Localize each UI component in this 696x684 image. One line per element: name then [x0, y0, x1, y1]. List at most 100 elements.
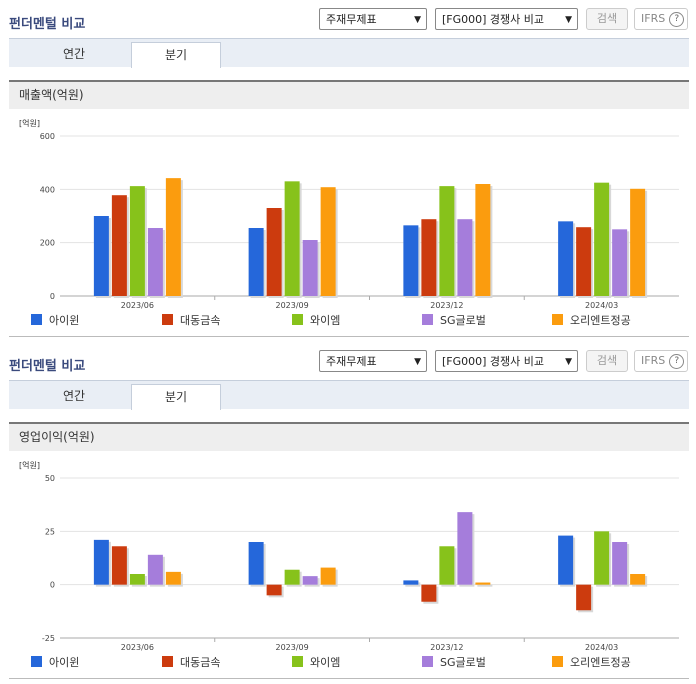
bar: [439, 186, 455, 296]
period-tabs: 연간 분기: [9, 38, 689, 68]
legend-label: 오리엔트정공: [570, 656, 631, 669]
bar: [266, 208, 282, 296]
bar: [612, 229, 628, 296]
bar: [111, 546, 127, 585]
legend-label: 와이엠: [310, 314, 340, 327]
x-tick-label: 2023/12: [430, 301, 463, 310]
compare-select[interactable]: [FG000] 경쟁사 비교 ▼: [435, 8, 578, 30]
bar: [147, 554, 163, 585]
legend-swatch: [292, 314, 303, 325]
y-tick-label: -25: [42, 634, 55, 643]
legend-label: 아이윈: [49, 313, 79, 327]
fundamental-block-1: 펀더멘털 비교 주재무제표 ▼ [FG000] 경쟁사 비교 ▼ 검색 IFRS? …: [0, 0, 696, 337]
unit-label: [억원]: [19, 118, 40, 128]
bar: [558, 535, 574, 585]
bar: [576, 227, 592, 296]
section-header: 펀더멘털 비교 주재무제표 ▼ [FG000] 경쟁사 비교 ▼ 검색 IFRS?: [0, 342, 696, 380]
bar: [439, 546, 455, 585]
bar: [421, 219, 437, 296]
bar: [248, 542, 264, 585]
legend-label: 대동금속: [180, 656, 220, 669]
legend-label: 아이윈: [49, 655, 79, 669]
bar: [421, 584, 437, 602]
legend-label: SG글로벌: [440, 314, 486, 327]
legend-swatch: [162, 314, 173, 325]
x-tick-label: 2023/09: [276, 301, 309, 310]
bar: [165, 178, 181, 296]
compare-select[interactable]: [FG000] 경쟁사 비교 ▼: [435, 350, 578, 372]
chevron-down-icon: ▼: [414, 357, 421, 367]
statement-select-value: 주재무제표: [326, 355, 377, 368]
bar: [266, 584, 282, 596]
statement-select[interactable]: 주재무제표 ▼: [319, 350, 427, 372]
statement-select[interactable]: 주재무제표 ▼: [319, 8, 427, 30]
section-title: 펀더멘털 비교: [9, 359, 86, 374]
bar: [284, 569, 300, 585]
x-tick-label: 2023/06: [121, 301, 154, 310]
section-title: 펀더멘털 비교: [9, 17, 86, 32]
ifrs-help-button[interactable]: IFRS?: [634, 8, 688, 30]
help-icon: ?: [669, 11, 685, 27]
legend-swatch: [422, 656, 433, 667]
bar: [457, 219, 473, 296]
y-tick-label: 25: [45, 527, 55, 536]
legend-swatch: [422, 314, 433, 325]
y-tick-label: 0: [50, 581, 55, 590]
bar: [630, 188, 646, 296]
x-tick-label: 2023/12: [430, 643, 463, 652]
divider: [9, 678, 689, 679]
bar: [129, 186, 145, 296]
bar: [457, 512, 473, 585]
tab-quarterly[interactable]: 분기: [131, 384, 221, 410]
legend-swatch: [31, 314, 42, 325]
bar: [302, 240, 318, 296]
legend-label: 오리엔트정공: [570, 314, 631, 327]
bar: [558, 221, 574, 296]
chart-section-title: 매출액(억원): [9, 80, 689, 109]
ifrs-label: IFRS: [641, 12, 666, 25]
statement-select-value: 주재무제표: [326, 13, 377, 26]
bar: [111, 195, 127, 296]
bar: [248, 228, 264, 296]
legend-swatch: [292, 656, 303, 667]
period-tabs: 연간 분기: [9, 380, 689, 410]
search-button[interactable]: 검색: [586, 8, 628, 30]
tab-quarterly[interactable]: 분기: [131, 42, 221, 68]
x-tick-label: 2023/09: [276, 643, 309, 652]
y-tick-label: 50: [45, 474, 55, 483]
tab-annual[interactable]: 연간: [62, 389, 86, 403]
help-icon: ?: [669, 353, 685, 369]
bar: [594, 182, 610, 296]
bar: [320, 567, 336, 585]
bar: [93, 216, 109, 296]
bar: [147, 228, 163, 296]
y-tick-label: 0: [50, 292, 55, 301]
bar: [475, 184, 491, 296]
bar: [165, 571, 181, 585]
bar: [403, 580, 419, 585]
x-tick-label: 2024/03: [585, 643, 618, 652]
ifrs-help-button[interactable]: IFRS?: [634, 350, 688, 372]
bar: [576, 584, 592, 611]
section-header: 펀더멘털 비교 주재무제표 ▼ [FG000] 경쟁사 비교 ▼ 검색 IFRS?: [0, 0, 696, 38]
bar: [93, 539, 109, 585]
bar: [612, 542, 628, 585]
operating-profit-chart: [억원] -25 0 25 50 2023/06 2023/09 2023/12 2024/03…: [19, 460, 679, 669]
chevron-down-icon: ▼: [414, 15, 421, 25]
compare-select-value: [FG000] 경쟁사 비교: [442, 355, 545, 368]
divider: [9, 336, 689, 337]
chart-section-title: 영업이익(억원): [9, 422, 689, 451]
bar: [129, 574, 145, 585]
bar: [403, 225, 419, 296]
legend-swatch: [31, 656, 42, 667]
ifrs-label: IFRS: [641, 354, 666, 367]
chevron-down-icon: ▼: [565, 357, 572, 367]
y-tick-label: 600: [40, 132, 55, 141]
legend-label: 대동금속: [180, 314, 220, 327]
bar: [320, 187, 336, 296]
bar: [475, 582, 491, 585]
fundamental-block-2: 펀더멘털 비교 주재무제표 ▼ [FG000] 경쟁사 비교 ▼ 검색 IFRS? …: [0, 342, 696, 679]
search-button[interactable]: 검색: [586, 350, 628, 372]
tab-annual[interactable]: 연간: [62, 47, 86, 61]
revenue-chart: [억원] 0 200 400 600 2023/06 2023/09 2023/12 2024/…: [19, 118, 679, 327]
